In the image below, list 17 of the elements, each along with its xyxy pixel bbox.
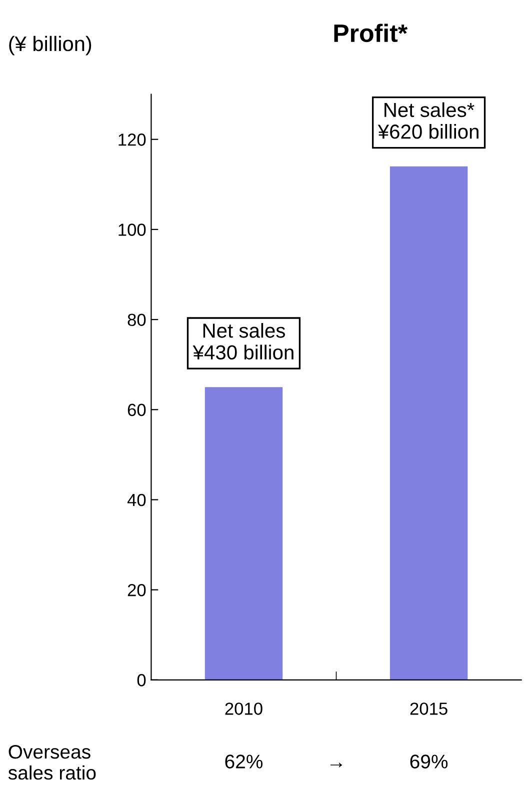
y-tick-label: 100 xyxy=(118,224,146,236)
y-tick-label: 120 xyxy=(118,134,146,146)
y-tick-label: 40 xyxy=(127,494,146,506)
x-tick-label: 2015 xyxy=(410,702,448,715)
text: 69% xyxy=(410,754,448,768)
chart-title: Profit* xyxy=(334,24,408,42)
y-tick-label: 80 xyxy=(128,314,146,326)
annotation: Net sales* ¥620 billion xyxy=(378,102,478,139)
annotation: Net sales ¥430 billion xyxy=(192,323,294,360)
y-tick-label: 20 xyxy=(128,584,146,596)
y-tick-label: 0 xyxy=(137,674,146,686)
text: Overseas sales ratio xyxy=(8,744,96,780)
text: 62% xyxy=(225,754,262,768)
x-tick-label: 2010 xyxy=(225,702,262,715)
text: → xyxy=(330,762,342,768)
y-axis-title: (¥ billion) xyxy=(9,36,92,56)
y-tick-label: 60 xyxy=(128,404,146,416)
